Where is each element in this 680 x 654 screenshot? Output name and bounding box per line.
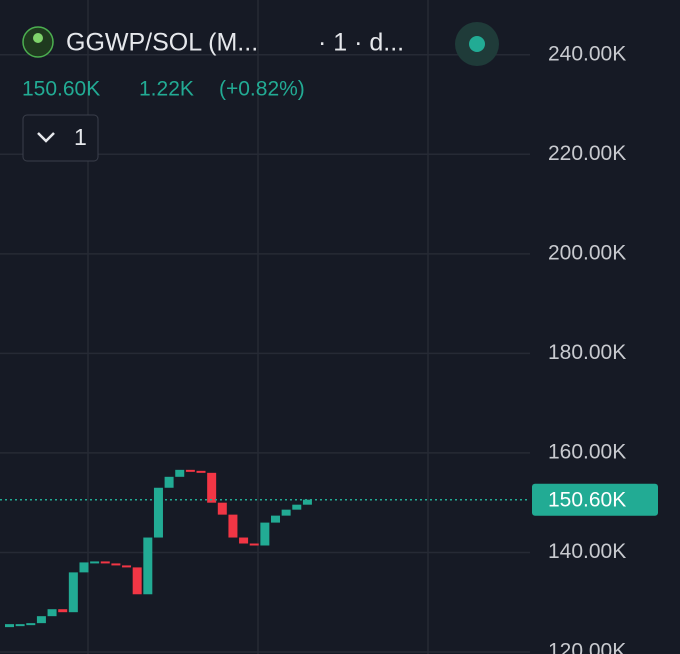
candle-body: [249, 543, 259, 546]
candle-body: [281, 509, 291, 516]
candle-body: [196, 470, 206, 473]
candle-body: [217, 502, 227, 515]
candle-body: [15, 624, 25, 627]
y-tick-label: 160.00K: [548, 440, 626, 463]
candle-body: [175, 469, 185, 477]
candle-body: [271, 515, 280, 523]
y-tick-label: 200.00K: [548, 241, 626, 264]
chart-title: GGWP/SOL (M...: [66, 29, 258, 57]
candle-body: [79, 562, 89, 573]
candle-body: [132, 567, 142, 595]
y-tick-label: 220.00K: [548, 142, 626, 165]
legend-toggle-count: 1: [74, 124, 87, 150]
price-label: 150.60K: [548, 488, 626, 511]
candle-body: [111, 563, 121, 566]
status-dot: [469, 36, 485, 52]
candle-body: [207, 472, 217, 503]
candle-body: [228, 514, 238, 538]
chart-subtitle: · 1 · d...: [318, 29, 404, 57]
candle-body: [185, 469, 195, 472]
last-value: 150.60K: [22, 78, 100, 101]
y-tick-label: 120.00K: [548, 640, 626, 654]
candle-body: [143, 537, 153, 595]
candle-body: [292, 504, 302, 510]
candle-body: [122, 565, 132, 568]
candle-body: [100, 561, 110, 564]
change: 1.22K: [139, 78, 194, 101]
token-icon-detail: [33, 33, 43, 43]
candle-body: [90, 561, 100, 564]
candle-body: [68, 572, 78, 613]
candle-body: [36, 616, 46, 624]
legend-toggle[interactable]: [22, 114, 99, 162]
candle-body: [302, 499, 312, 505]
candle-body: [239, 537, 249, 544]
candle-body: [47, 609, 57, 617]
y-tick-label: 240.00K: [548, 42, 626, 65]
candle-body: [58, 609, 68, 613]
change-pct: (+0.82%): [219, 78, 305, 101]
candle-body: [164, 476, 174, 488]
y-tick-label: 140.00K: [548, 540, 626, 563]
price-label-box: [532, 483, 658, 516]
chevron-icon: [37, 132, 55, 143]
candle-body: [260, 522, 270, 546]
candle-body: [5, 624, 14, 628]
y-tick-label: 180.00K: [548, 341, 626, 364]
candle-body: [26, 623, 36, 626]
candle-body: [153, 487, 163, 538]
